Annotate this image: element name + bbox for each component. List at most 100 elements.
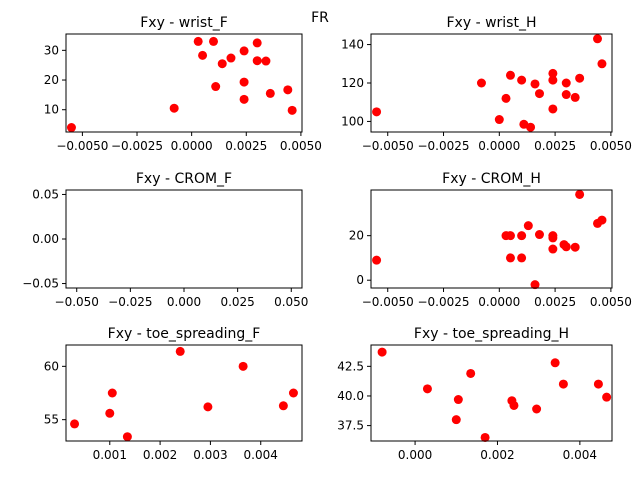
x-tick-label: −0.0025 <box>417 295 469 309</box>
y-tick-label: 30 <box>44 43 59 57</box>
data-point <box>422 384 432 394</box>
subplot-title: Fxy - toe_spreading_F <box>108 326 261 342</box>
x-tick-label: 0.0025 <box>225 139 267 153</box>
data-point <box>66 123 76 133</box>
x-tick-label: 0.002 <box>143 448 177 462</box>
data-point <box>558 379 568 389</box>
data-point <box>575 73 585 83</box>
data-point <box>517 231 527 241</box>
y-tick-label: 20 <box>44 73 59 87</box>
data-point <box>517 253 527 263</box>
data-point <box>575 189 585 199</box>
axes-frame <box>370 189 613 289</box>
x-tick-label: −0.0050 <box>56 139 108 153</box>
data-point <box>169 103 179 113</box>
data-point <box>175 346 185 356</box>
data-point <box>238 361 248 371</box>
x-tick-label: −0.0050 <box>362 139 414 153</box>
data-point <box>480 432 490 442</box>
data-point <box>534 89 544 99</box>
data-point <box>548 244 558 254</box>
subplot-title: Fxy - CROM_F <box>136 171 232 187</box>
data-point <box>288 388 298 398</box>
y-tick-label: 120 <box>341 76 364 90</box>
data-point <box>453 395 463 405</box>
x-tick-label: 0.025 <box>220 295 254 309</box>
data-point <box>561 90 571 100</box>
subplot-title: Fxy - toe_spreading_H <box>414 326 569 342</box>
data-point <box>505 231 515 241</box>
x-tick-label: 0.004 <box>244 448 278 462</box>
data-point <box>561 242 571 252</box>
y-tick-label: 0 <box>356 273 364 287</box>
x-tick-label: 0.0025 <box>534 295 576 309</box>
y-tick-label: 20 <box>349 229 364 243</box>
data-point <box>261 56 271 66</box>
data-point <box>476 78 486 88</box>
data-point <box>107 388 117 398</box>
data-point <box>283 85 293 95</box>
figure-suptitle: FR <box>311 10 329 26</box>
data-point <box>265 88 275 98</box>
axes-frame <box>65 189 303 289</box>
data-point <box>494 115 504 125</box>
data-point <box>252 56 262 66</box>
x-tick-label: −0.050 <box>55 295 99 309</box>
data-point <box>561 78 571 88</box>
y-tick-label: 0.00 <box>32 232 59 246</box>
y-tick-label: 55 <box>44 413 59 427</box>
subplot-title: Fxy - wrist_F <box>140 15 228 31</box>
x-tick-label: 0.0050 <box>280 139 322 153</box>
data-point <box>239 46 249 56</box>
x-tick-label: −0.0025 <box>111 139 163 153</box>
data-point <box>517 75 527 85</box>
x-tick-label: 0.0000 <box>478 139 520 153</box>
y-tick-label: 0.05 <box>32 187 59 201</box>
x-tick-label: 0.002 <box>480 448 514 462</box>
data-point <box>548 68 558 78</box>
y-tick-label: 60 <box>44 359 59 373</box>
x-tick-label: −0.025 <box>108 295 152 309</box>
y-tick-label: 10 <box>44 103 59 117</box>
data-point <box>122 432 132 442</box>
x-tick-label: 0.0050 <box>590 139 632 153</box>
data-point <box>550 358 560 368</box>
x-tick-label: 0.001 <box>93 448 127 462</box>
data-point <box>593 34 602 44</box>
x-tick-label: 0.050 <box>274 295 308 309</box>
x-tick-label: −0.0025 <box>417 139 469 153</box>
subplot-wrist-f: Fxy - wrist_F −0.0050 −0.0025 0.0000 0.0025… <box>44 15 322 153</box>
data-point <box>509 400 519 410</box>
data-point <box>211 82 221 92</box>
subplot-title: Fxy - wrist_H <box>447 15 537 31</box>
data-point <box>526 122 536 132</box>
data-point <box>570 242 580 252</box>
subplot-crom-h: Fxy - CROM_H −0.0050 −0.0025 0.0000 0.0025 0… <box>349 171 632 309</box>
x-tick-label: −0.0050 <box>362 295 414 309</box>
x-tick-label: 0.0050 <box>590 295 632 309</box>
y-tick-label: 140 <box>341 38 364 52</box>
y-tick-label: 40.0 <box>337 389 364 403</box>
data-point <box>532 404 542 414</box>
data-point <box>217 59 227 69</box>
data-point <box>193 36 203 46</box>
subplot-title: Fxy - CROM_H <box>442 171 541 187</box>
x-tick-label: 0.000 <box>167 295 201 309</box>
data-point <box>548 75 558 85</box>
data-point <box>377 347 387 357</box>
data-point <box>209 36 218 46</box>
data-point <box>198 50 208 60</box>
y-tick-label: 37.5 <box>337 419 364 433</box>
data-point <box>530 280 540 290</box>
subplot-crom-f: Fxy - CROM_F −0.050 −0.025 0.000 0.025 0.050… <box>22 171 308 309</box>
data-point <box>602 392 612 402</box>
axes-frame <box>65 33 303 133</box>
data-point <box>372 107 382 117</box>
x-tick-label: 0.0000 <box>171 139 213 153</box>
data-point <box>597 215 607 225</box>
x-tick-label: 0.003 <box>193 448 227 462</box>
y-tick-label: −0.05 <box>22 277 59 291</box>
data-point <box>287 105 297 115</box>
y-tick-label: 100 <box>341 114 364 128</box>
